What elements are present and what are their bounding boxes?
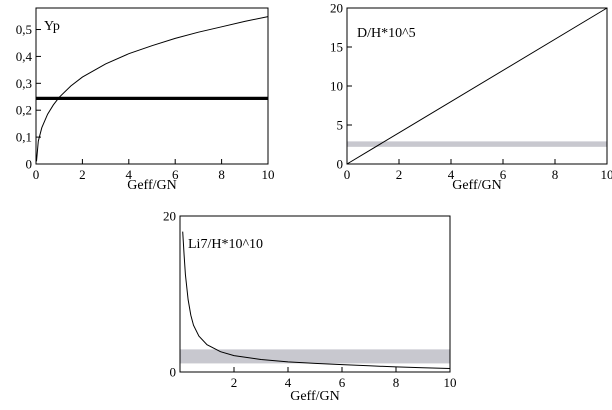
y-tick-label: 10 [330, 79, 343, 94]
x-axis-ticks: 2 4 6 8 10 [231, 367, 457, 390]
x-tick-label: 8 [552, 167, 559, 182]
y-tick-label: 0,5 [16, 22, 32, 37]
observed-band [36, 96, 268, 100]
x-tick-label: 6 [500, 167, 507, 182]
y-tick-label: 20 [330, 1, 343, 16]
plot-frame [179, 215, 451, 373]
panel-li7: 2 4 6 8 10 0 20 Geff/GN Li7/H*10^10 [163, 209, 457, 405]
x-tick-label: 4 [126, 167, 133, 182]
series-curve [346, 7, 608, 165]
y-tick-label: 0 [26, 157, 33, 172]
x-axis-ticks: 0 2 4 6 8 10 [33, 159, 275, 182]
y-tick-label: 0,4 [16, 49, 33, 64]
y-tick-label: 0 [170, 365, 177, 380]
y-axis-ticks: 0 5 10 15 20 [330, 1, 352, 172]
series-curve [36, 16, 269, 162]
y-axis-ticks: 0 0,1 0,2 0,3 0,4 0,5 [16, 22, 41, 172]
observed-band [180, 349, 450, 364]
x-tick-label: 0 [344, 167, 351, 182]
observed-band [347, 141, 607, 147]
x-tick-label: 2 [79, 167, 86, 182]
x-axis-label: Geff/GN [290, 389, 340, 404]
x-tick-label: 2 [396, 167, 403, 182]
y-tick-label: 5 [337, 118, 344, 133]
x-tick-label: 0 [33, 167, 40, 182]
panel-annotation: D/H*10^5 [357, 26, 416, 41]
y-tick-label: 0,3 [16, 76, 32, 91]
panel-annotation: Li7/H*10^10 [188, 237, 263, 252]
plot-frame [35, 7, 269, 165]
x-tick-label: 10 [262, 167, 275, 182]
y-tick-label: 0,2 [16, 103, 32, 118]
panel-yp: 0 2 4 6 8 10 0 0,1 0,2 0,3 0,4 0,5 Geff/GN Yp [16, 7, 275, 193]
series-curve [182, 231, 451, 369]
y-tick-label: 20 [163, 209, 176, 224]
panel-annotation: Yp [44, 19, 60, 34]
x-tick-label: 4 [285, 375, 292, 390]
x-tick-label: 10 [601, 167, 612, 182]
x-tick-label: 6 [172, 167, 179, 182]
x-axis-ticks: 0 2 4 6 8 10 [344, 159, 612, 182]
x-tick-label: 4 [448, 167, 455, 182]
x-tick-label: 2 [231, 375, 238, 390]
x-tick-label: 8 [393, 375, 400, 390]
panel-dh: 0 2 4 6 8 10 0 5 10 15 20 Geff/GN D/H*10^5 [330, 1, 612, 194]
x-axis-label: Geff/GN [452, 178, 502, 193]
y-tick-label: 0 [337, 157, 344, 172]
y-tick-label: 15 [330, 40, 343, 55]
y-axis-ticks: 0 20 [163, 209, 185, 380]
x-tick-label: 6 [339, 375, 346, 390]
x-axis-label: Geff/GN [127, 178, 177, 193]
x-tick-label: 8 [218, 167, 225, 182]
y-tick-label: 0,1 [16, 130, 32, 145]
x-tick-label: 10 [444, 375, 457, 390]
